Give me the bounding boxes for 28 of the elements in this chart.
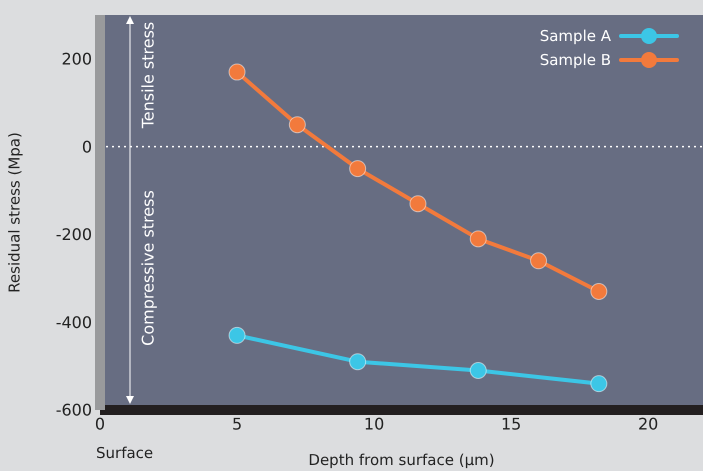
x-tick-label: 0: [94, 414, 106, 434]
legend-label: Sample B: [540, 51, 611, 69]
point: [228, 64, 246, 81]
y-tick-label: -400: [56, 312, 92, 332]
point: [530, 252, 548, 270]
point: [349, 160, 366, 178]
point: [228, 326, 246, 344]
y-tick-label: -600: [56, 400, 92, 420]
x-tick-label: 20: [638, 414, 658, 434]
x-tick-label: 5: [232, 414, 242, 434]
y-tick-label: -200: [56, 225, 92, 244]
point: [288, 116, 306, 134]
y-tick-label: 200: [61, 50, 92, 69]
x-tick-label: 10: [364, 414, 384, 434]
point: [590, 283, 608, 300]
x-tick-label: 15: [500, 414, 522, 434]
y-tick-label: 0: [82, 137, 92, 156]
annotation: Compressive stress: [138, 190, 158, 346]
legend-label: Sample A: [540, 27, 611, 45]
point: [349, 353, 366, 370]
point: [409, 195, 426, 212]
y-axis-title: Residual stress (Mpa): [5, 132, 24, 293]
point: [470, 230, 487, 248]
point: [590, 375, 608, 392]
x-axis-title: Depth from surface (μm): [308, 451, 495, 469]
annotation: Tensile stress: [138, 22, 158, 128]
text: Surface: [96, 444, 154, 462]
point: [470, 362, 487, 379]
